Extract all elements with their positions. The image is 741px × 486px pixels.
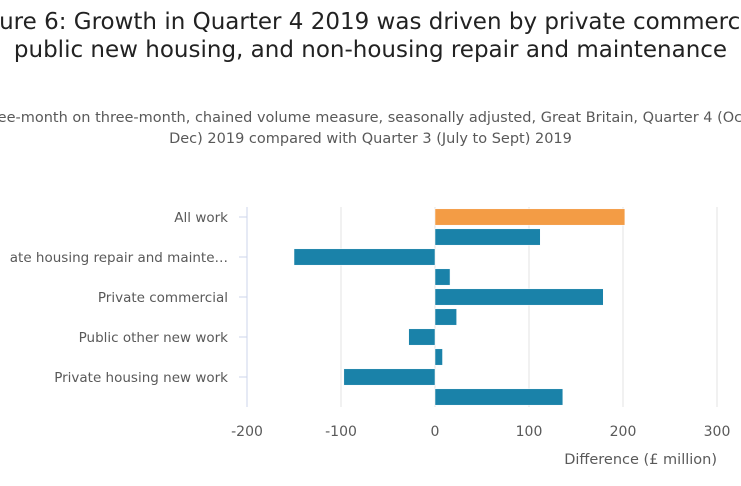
chart-title: Figure 6: Growth in Quarter 4 2019 was d… [0, 9, 741, 63]
x-tick-label: -200 [231, 424, 263, 440]
bar [434, 228, 541, 246]
category-label: Private housing new work [54, 370, 228, 386]
x-tick-label: 300 [704, 424, 731, 440]
chart-subtitle: Three-month on three-month, chained volu… [0, 110, 741, 147]
category-label: Private commercial [98, 290, 228, 306]
bar [434, 388, 564, 406]
bar [434, 288, 604, 306]
bar [434, 348, 443, 366]
x-axis-label: Difference (£ million) [564, 452, 717, 468]
x-tick-label: -100 [325, 424, 357, 440]
category-label: Public other new work [79, 330, 229, 346]
category-label: All work [174, 210, 228, 226]
x-tick-label: 200 [610, 424, 637, 440]
bar [293, 248, 436, 266]
category-label: ate housing repair and mainte… [10, 250, 228, 266]
x-tick-label: 100 [516, 424, 543, 440]
bar [434, 208, 626, 226]
x-tick-label: 0 [431, 424, 440, 440]
bar [434, 308, 457, 326]
bar [434, 268, 451, 286]
bar [343, 368, 436, 386]
bar [408, 328, 436, 346]
